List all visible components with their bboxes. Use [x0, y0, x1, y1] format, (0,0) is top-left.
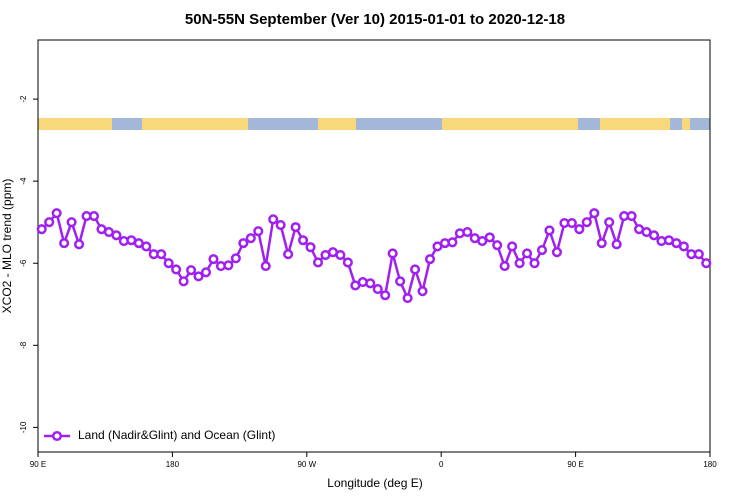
point	[260, 261, 271, 272]
x-tick-label: 180	[703, 460, 717, 469]
point	[208, 254, 219, 265]
point	[626, 210, 637, 222]
point	[596, 238, 607, 249]
point	[275, 220, 286, 231]
point	[693, 249, 704, 260]
y-tick-label: -8	[19, 341, 28, 349]
y-tick-label: -2	[19, 95, 28, 103]
legend-marker	[51, 430, 63, 442]
point	[156, 249, 167, 260]
x-tick-label: 90 E	[30, 460, 46, 469]
point	[111, 230, 122, 241]
point	[507, 241, 518, 252]
x-tick-label: 180	[166, 460, 180, 469]
point	[298, 235, 309, 246]
point	[283, 249, 294, 260]
y-axis-label: XCO2 - MLO trend (ppm)	[0, 179, 14, 314]
point	[365, 278, 376, 289]
chart-title: 50N-55N September (Ver 10) 2015-01-01 to…	[185, 11, 565, 28]
point	[417, 286, 428, 297]
point	[499, 261, 510, 272]
point	[492, 240, 503, 251]
point	[678, 241, 689, 252]
point	[581, 217, 592, 228]
point	[424, 254, 436, 265]
point	[544, 225, 555, 236]
point	[268, 214, 279, 225]
point	[88, 210, 100, 222]
point	[193, 271, 204, 282]
point	[484, 232, 495, 243]
point	[648, 230, 660, 241]
point	[312, 257, 324, 268]
point	[522, 248, 533, 259]
point	[514, 258, 525, 269]
point	[305, 242, 316, 253]
point	[223, 260, 234, 271]
point	[611, 239, 622, 250]
point	[551, 247, 562, 258]
x-tick-label: 90 W	[297, 460, 316, 469]
point	[178, 276, 189, 287]
point	[171, 264, 182, 275]
point	[402, 293, 413, 304]
point	[44, 217, 55, 228]
point	[380, 290, 391, 301]
x-tick-label: 0	[439, 460, 444, 469]
point	[141, 241, 152, 252]
point	[395, 276, 406, 287]
point	[186, 265, 197, 276]
point	[36, 224, 47, 235]
point	[342, 257, 353, 268]
legend-label: Land (Nadir&Glint) and Ocean (Glint)	[78, 428, 275, 442]
point	[387, 248, 398, 259]
point	[59, 238, 70, 249]
y-tick-label: -10	[19, 421, 28, 433]
point	[238, 238, 249, 249]
land-ocean-band	[38, 118, 710, 130]
point	[701, 258, 712, 269]
point	[477, 236, 488, 247]
point	[290, 222, 301, 233]
y-tick-label: -4	[19, 177, 28, 185]
point	[529, 258, 540, 269]
x-axis-label: Longitude (deg E)	[327, 476, 422, 490]
plot-frame	[37, 39, 711, 453]
point	[462, 226, 473, 238]
point	[74, 239, 85, 250]
point	[245, 233, 256, 244]
point	[604, 217, 615, 228]
point	[536, 245, 548, 256]
point	[253, 226, 264, 237]
point	[335, 249, 346, 261]
point	[200, 267, 212, 278]
point	[230, 253, 241, 264]
point	[372, 284, 383, 295]
y-tick-label: -6	[19, 259, 28, 267]
point	[566, 217, 577, 229]
point	[163, 258, 174, 269]
point	[66, 217, 77, 228]
point	[574, 224, 585, 235]
point	[589, 208, 600, 219]
point	[51, 208, 62, 219]
x-tick-label: 90 E	[567, 460, 583, 469]
point	[447, 237, 458, 248]
point	[410, 264, 421, 275]
